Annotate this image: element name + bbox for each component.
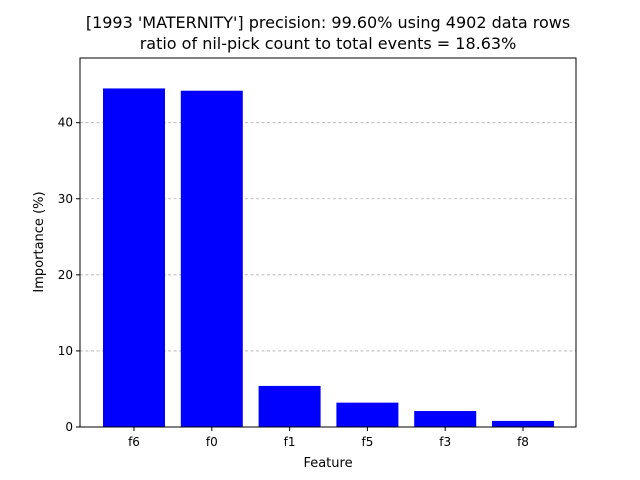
chart-title-line1: [1993 'MATERNITY'] precision: 99.60% usi… — [86, 13, 570, 32]
bar-f6 — [103, 88, 165, 428]
y-tick-label: 30 — [58, 192, 73, 206]
y-tick-label: 10 — [58, 344, 73, 358]
y-axis-ticks: 0 10 20 30 40 — [58, 116, 80, 434]
y-axis-label: Importance (%) — [32, 191, 47, 292]
x-axis-label: Feature — [303, 456, 352, 471]
bar-f8 — [492, 420, 554, 427]
y-tick-label: 40 — [58, 116, 73, 130]
bar-f3 — [414, 411, 477, 427]
bar-f0 — [180, 90, 243, 428]
chart-title-line2: ratio of nil-pick count to total events … — [140, 34, 517, 53]
bar-f1 — [258, 385, 321, 427]
x-tick-label-f3: f3 — [439, 435, 451, 449]
plot-frame — [79, 57, 577, 428]
x-tick-label-f6: f6 — [128, 435, 140, 449]
x-tick-label-f8: f8 — [517, 435, 529, 449]
x-tick-label-f1: f1 — [284, 435, 296, 449]
x-axis-ticks: f6 f0 f1 f5 f3 f8 — [128, 427, 529, 449]
y-tick-label: 0 — [65, 420, 73, 434]
x-tick-label-f0: f0 — [206, 435, 218, 449]
y-tick-label: 20 — [58, 268, 73, 282]
bars — [103, 88, 554, 428]
bar-f5 — [336, 402, 399, 427]
x-tick-label-f5: f5 — [361, 435, 373, 449]
